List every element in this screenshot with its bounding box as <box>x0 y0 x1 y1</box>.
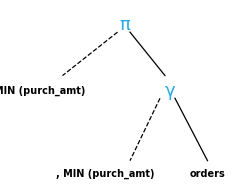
Text: γ: γ <box>165 82 175 100</box>
Text: π: π <box>120 15 130 34</box>
Text: , MIN (purch_amt): , MIN (purch_amt) <box>56 169 154 179</box>
Text: MIN (purch_amt): MIN (purch_amt) <box>0 86 86 96</box>
Text: orders: orders <box>190 169 226 179</box>
